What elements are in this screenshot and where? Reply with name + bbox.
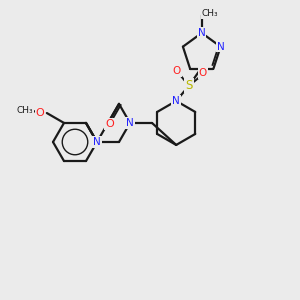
Text: N: N	[172, 96, 180, 106]
Text: N: N	[217, 42, 224, 52]
Text: S: S	[185, 79, 193, 92]
Text: CH₃: CH₃	[201, 9, 218, 18]
Text: CH₃: CH₃	[16, 106, 33, 115]
Text: O: O	[199, 68, 207, 78]
Text: N: N	[126, 118, 134, 128]
Text: N: N	[198, 28, 206, 38]
Text: O: O	[105, 119, 114, 129]
Text: O: O	[173, 66, 181, 76]
Text: O: O	[35, 108, 44, 118]
Text: N: N	[93, 137, 101, 147]
